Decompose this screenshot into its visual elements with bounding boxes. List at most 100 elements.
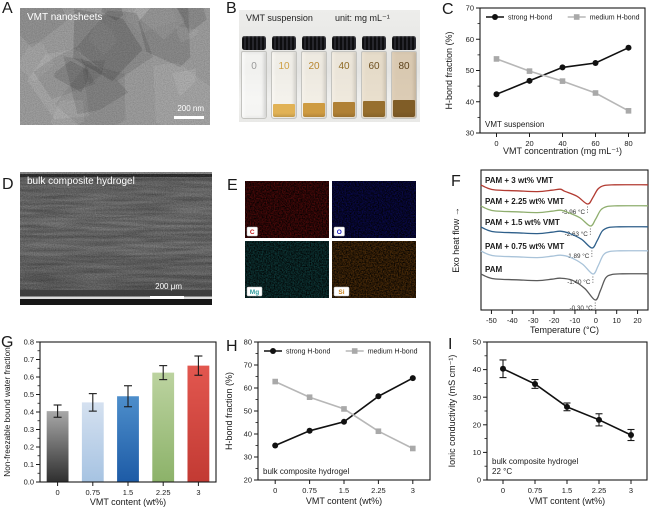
panel-d-letter: D [2, 176, 14, 193]
svg-text:0.8: 0.8 [24, 338, 34, 347]
svg-text:-50: -50 [486, 316, 497, 325]
vial-cap [242, 36, 266, 50]
svg-text:C: C [250, 229, 255, 236]
vial-concentration-label: 40 [338, 61, 350, 72]
svg-text:0.1: 0.1 [24, 460, 34, 469]
chart-dsc: -50 -40 -30 -20 -10 0 10 20 Temperature (°C) Exo … [451, 169, 649, 335]
svg-text:1.5: 1.5 [562, 486, 572, 495]
svg-text:VMT content (wt%): VMT content (wt%) [90, 497, 166, 507]
svg-text:70: 70 [466, 4, 474, 13]
svg-text:Si: Si [338, 289, 344, 296]
svg-text:20: 20 [473, 420, 481, 429]
vial-concentration-label: 80 [398, 61, 410, 72]
vial-body: 40 [331, 51, 357, 119]
panel-c-letter: C [442, 1, 454, 18]
svg-text:strong H-bond: strong H-bond [286, 349, 330, 356]
svg-text:20: 20 [525, 139, 533, 148]
svg-text:2.25: 2.25 [371, 486, 386, 495]
vial-cap [392, 36, 416, 50]
svg-text:0.75: 0.75 [302, 486, 317, 495]
svg-text:60: 60 [244, 384, 252, 393]
svg-text:3: 3 [411, 486, 415, 495]
vial-20: 20 [301, 36, 327, 119]
vial-body: 0 [241, 51, 267, 119]
svg-text:PAM + 1.5 wt% VMT: PAM + 1.5 wt% VMT [485, 218, 560, 227]
vial-concentration-label: 10 [278, 61, 290, 72]
svg-text:Non-freezable bound water frac: Non-freezable bound water fraction [2, 347, 12, 477]
svg-text:0.5: 0.5 [24, 390, 34, 399]
vial-10: 10 [271, 36, 297, 119]
svg-text:0: 0 [56, 488, 60, 497]
vial-cap [272, 36, 296, 50]
vial-cap [332, 36, 356, 50]
svg-text:2.25: 2.25 [156, 488, 171, 497]
sem-image-hydrogel: bulk composite hydrogel 200 μm [20, 172, 212, 305]
image-a-label: VMT nanosheets [27, 12, 103, 23]
panel-i-letter: I [448, 336, 453, 353]
svg-text:20: 20 [244, 476, 252, 485]
panel-e-letter: E [227, 177, 238, 194]
svg-text:H-bond fraction (%): H-bond fraction (%) [224, 372, 234, 450]
svg-text:40: 40 [473, 365, 481, 374]
svg-text:strong H-bond: strong H-bond [508, 15, 552, 22]
svg-text:-40: -40 [507, 316, 518, 325]
svg-text:0: 0 [477, 476, 481, 485]
svg-text:0: 0 [273, 486, 277, 495]
svg-text:0.2: 0.2 [24, 443, 34, 452]
svg-text:-30: -30 [528, 316, 539, 325]
svg-text:-3.96 °C: -3.96 °C [562, 208, 586, 216]
panel-a-letter: A [2, 0, 13, 17]
svg-text:30: 30 [244, 453, 252, 462]
svg-text:10: 10 [613, 316, 621, 325]
eds-element-maps: C O Mg Si [245, 181, 416, 298]
svg-text:60: 60 [466, 35, 474, 44]
svg-text:VMT concentration (mg mL⁻¹): VMT concentration (mg mL⁻¹) [503, 146, 622, 156]
svg-text:medium H-bond: medium H-bond [590, 15, 640, 22]
chart-bound-water: 0.0 0.1 0.2 0.3 0.4 0.5 0.6 0.7 0.8 0 0.75 1.5 2.25 3… [2, 338, 217, 507]
svg-text:Ionic conductivity (mS cm⁻¹): Ionic conductivity (mS cm⁻¹) [447, 355, 457, 468]
vial-body: 20 [301, 51, 327, 119]
svg-text:PAM + 2.25 wt% VMT: PAM + 2.25 wt% VMT [485, 197, 564, 206]
panel-h-letter: H [226, 338, 238, 355]
svg-text:0.4: 0.4 [24, 408, 34, 417]
svg-text:2.25: 2.25 [592, 486, 607, 495]
chart-hbond-hydrogel: 20 30 40 50 60 70 80 0 0.75 1.5 2.25 3 VMT content (… [224, 338, 431, 506]
svg-text:60: 60 [591, 139, 599, 148]
vial-liquid [393, 100, 415, 117]
svg-text:0: 0 [501, 486, 505, 495]
svg-text:VMT suspension: VMT suspension [485, 120, 544, 129]
svg-text:Exo heat flow →: Exo heat flow → [451, 207, 461, 273]
svg-text:0.7: 0.7 [24, 355, 34, 364]
vial-40: 40 [331, 36, 357, 119]
svg-text:40: 40 [466, 97, 474, 106]
hydrogel-texture [20, 172, 212, 305]
panel-g-letter: G [1, 334, 14, 351]
svg-text:10: 10 [473, 448, 481, 457]
scalebar-a-text: 200 nm [177, 104, 204, 113]
svg-text:H-bond fraction (%): H-bond fraction (%) [444, 31, 454, 109]
chart-ionic-conductivity: 0 10 20 30 40 50 0 0.75 1.5 2.25 3 VMT content (wt%… [447, 338, 648, 506]
svg-text:VMT content (wt%): VMT content (wt%) [306, 496, 382, 506]
svg-text:70: 70 [244, 361, 252, 370]
svg-text:50: 50 [244, 407, 252, 416]
vial-60: 60 [361, 36, 387, 119]
svg-text:PAM + 0.75 wt% VMT: PAM + 0.75 wt% VMT [485, 242, 564, 251]
suspension-title: VMT suspension [246, 13, 313, 23]
svg-text:0.0: 0.0 [24, 478, 34, 487]
svg-text:PAM: PAM [485, 265, 503, 274]
svg-text:PAM + 3 wt% VMT: PAM + 3 wt% VMT [485, 176, 553, 185]
panel-b-letter: B [226, 0, 237, 17]
svg-text:Mg: Mg [250, 289, 259, 296]
svg-text:VMT content (wt%): VMT content (wt%) [529, 496, 605, 506]
vial-body: 10 [271, 51, 297, 119]
svg-text:0: 0 [494, 139, 498, 148]
svg-text:1.5: 1.5 [339, 486, 349, 495]
vial-liquid [363, 101, 385, 117]
vial-body: 60 [361, 51, 387, 119]
svg-text:bulk composite hydrogel: bulk composite hydrogel [263, 467, 349, 476]
scalebar-a-bar [174, 115, 204, 119]
vial-cap [362, 36, 386, 50]
vial-liquid [303, 103, 325, 117]
